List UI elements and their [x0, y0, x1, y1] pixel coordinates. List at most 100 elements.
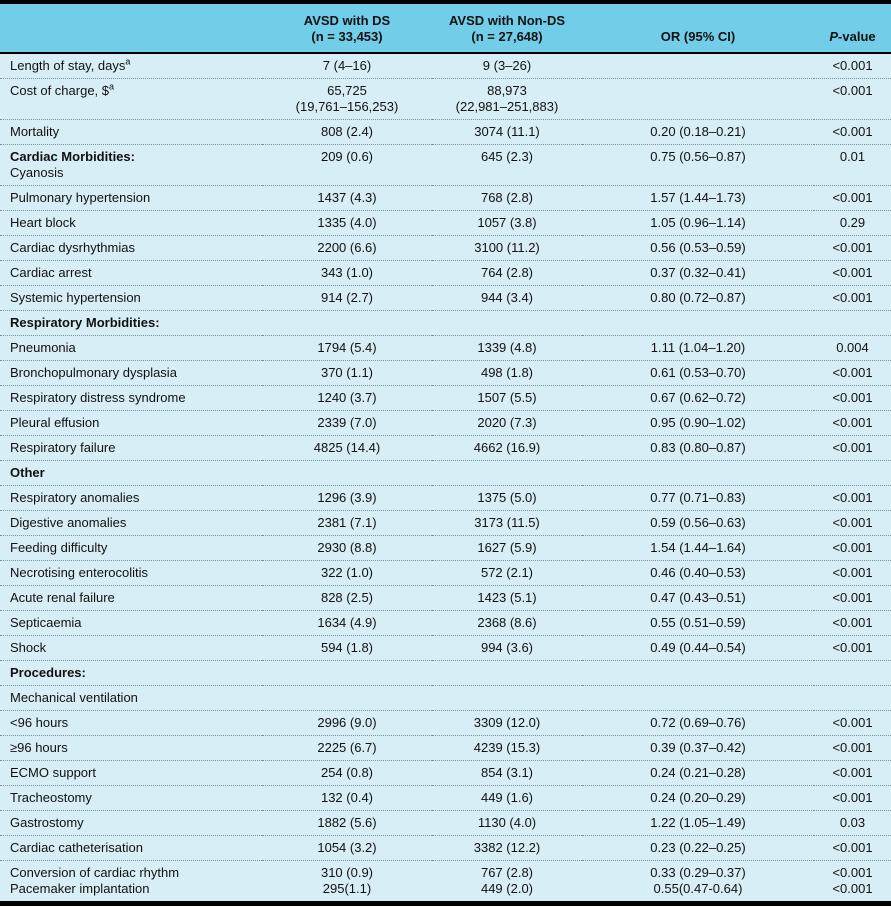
- cell-or-ci: 0.56 (0.53–0.59): [582, 235, 814, 261]
- cell-pvalue: <0.001: [814, 285, 891, 311]
- row-label-line: Tracheostomy: [10, 790, 92, 805]
- cell-or-ci: 0.39 (0.37–0.42): [582, 735, 814, 761]
- cell-or-ci: [582, 53, 814, 79]
- header-avsd-nonds-line1: AVSD with Non-DS: [448, 13, 566, 28]
- cell-pvalue: <0.001: [814, 585, 891, 611]
- row-label-line: ≥96 hours: [10, 740, 68, 755]
- cell-avsd-ds: 4825 (14.4): [262, 435, 432, 461]
- cell-or-ci: 0.37 (0.32–0.41): [582, 260, 814, 286]
- cell-avsd-nonds-line: 1507 (5.5): [477, 390, 537, 405]
- cell-or-ci-line: 0.61 (0.53–0.70): [650, 365, 746, 380]
- cell-pvalue: <0.001: [814, 53, 891, 79]
- cell-pvalue-line: <0.001: [832, 515, 873, 530]
- table-row: Acute renal failure 828 (2.5) 1423 (5.1) 0.…: [0, 585, 891, 611]
- cell-avsd-nonds-line: (22,981–251,883): [455, 99, 559, 114]
- table-row: Other: [0, 460, 891, 486]
- cell-avsd-nonds-line: 767 (2.8): [480, 865, 534, 880]
- row-label: Cardiac Morbidities: Cyanosis: [0, 144, 262, 186]
- cell-avsd-ds: [262, 685, 432, 711]
- table-row: Conversion of cardiac rhythm Pacemaker im…: [0, 860, 891, 901]
- cell-pvalue: <0.001: [814, 185, 891, 211]
- cell-avsd-ds: 65,725 (19,761–156,253): [262, 78, 432, 120]
- footnote-marker: a: [109, 81, 115, 92]
- row-label-line: Cardiac dysrhythmias: [10, 240, 135, 255]
- cell-pvalue: 0.004: [814, 335, 891, 361]
- cell-or-ci-line: 0.37 (0.32–0.41): [650, 265, 746, 280]
- cell-avsd-ds: 322 (1.0): [262, 560, 432, 586]
- cell-or-ci: [582, 460, 814, 486]
- cell-avsd-nonds: 1057 (3.8): [432, 210, 582, 236]
- cell-avsd-nonds: 944 (3.4): [432, 285, 582, 311]
- cell-avsd-nonds: 645 (2.3): [432, 144, 582, 186]
- cell-avsd-nonds: 4239 (15.3): [432, 735, 582, 761]
- cell-pvalue-line: <0.001: [832, 240, 873, 255]
- table-row: Digestive anomalies 2381 (7.1) 3173 (11.5)…: [0, 510, 891, 536]
- table-row: ECMO support 254 (0.8) 854 (3.1) 0.24 (0.21…: [0, 760, 891, 786]
- row-label: Pleural effusion: [0, 410, 262, 436]
- row-label-line: Mortality: [10, 124, 60, 139]
- cell-or-ci-line: 0.67 (0.62–0.72): [650, 390, 746, 405]
- cell-pvalue: <0.001 <0.001: [814, 860, 891, 901]
- cell-avsd-nonds: 994 (3.6): [432, 635, 582, 661]
- cell-avsd-ds: 1437 (4.3): [262, 185, 432, 211]
- table-row: Bronchopulmonary dysplasia 370 (1.1) 498 (…: [0, 360, 891, 386]
- cell-or-ci-line: 0.47 (0.43–0.51): [650, 590, 746, 605]
- table-row: Cardiac dysrhythmias 2200 (6.6) 3100 (11.2…: [0, 235, 891, 261]
- table-row: Shock 594 (1.8) 994 (3.6) 0.49 (0.44–0.54) <…: [0, 635, 891, 661]
- cell-or-ci-line: 0.72 (0.69–0.76): [650, 715, 746, 730]
- cell-avsd-ds-line: 2930 (8.8): [317, 540, 377, 555]
- cell-avsd-ds-line: 1240 (3.7): [317, 390, 377, 405]
- header-avsd-nonds: AVSD with Non-DS (n = 27,648): [432, 4, 582, 54]
- table-row: Procedures:: [0, 660, 891, 686]
- cell-pvalue: <0.001: [814, 560, 891, 586]
- cell-avsd-ds-line: 343 (1.0): [320, 265, 374, 280]
- cell-or-ci: 0.72 (0.69–0.76): [582, 710, 814, 736]
- cell-or-ci: 0.33 (0.29–0.37) 0.55(0.47-0.64): [582, 860, 814, 901]
- cell-avsd-ds: [262, 660, 432, 686]
- cell-or-ci-line: 0.24 (0.21–0.28): [650, 765, 746, 780]
- cell-or-ci: 0.61 (0.53–0.70): [582, 360, 814, 386]
- row-label-line: Pulmonary hypertension: [10, 190, 151, 205]
- cell-or-ci-line: 0.59 (0.56–0.63): [650, 515, 746, 530]
- table-row: Cardiac Morbidities: Cyanosis 209 (0.6) 645…: [0, 144, 891, 186]
- cell-or-ci: 0.77 (0.71–0.83): [582, 485, 814, 511]
- row-label: Pulmonary hypertension: [0, 185, 262, 211]
- cell-or-ci: 0.49 (0.44–0.54): [582, 635, 814, 661]
- table-row: Heart block 1335 (4.0) 1057 (3.8) 1.05 (0.9…: [0, 210, 891, 236]
- row-label-line: Systemic hypertension: [10, 290, 141, 305]
- cell-avsd-ds-line: 1794 (5.4): [317, 340, 377, 355]
- cell-avsd-ds-line: 132 (0.4): [320, 790, 374, 805]
- row-label: Length of stay, daysa: [0, 53, 262, 79]
- cell-or-ci-line: 1.11 (1.04–1.20): [650, 340, 746, 355]
- row-label: Feeding difficulty: [0, 535, 262, 561]
- row-label-line: Respiratory failure: [10, 440, 116, 455]
- cell-pvalue-line: <0.001: [832, 390, 873, 405]
- cell-pvalue-line: <0.001: [832, 790, 873, 805]
- row-label-line: Septicaemia: [10, 615, 82, 630]
- cell-avsd-ds-line: 65,725: [327, 83, 367, 98]
- cell-avsd-nonds-line: 449 (1.6): [480, 790, 534, 805]
- cell-pvalue: <0.001: [814, 385, 891, 411]
- cell-avsd-ds-line: 1634 (4.9): [317, 615, 377, 630]
- header-avsd-ds-line1: AVSD with DS: [303, 13, 391, 28]
- cell-pvalue: 0.01: [814, 144, 891, 186]
- cell-or-ci-line: 0.55 (0.51–0.59): [650, 615, 746, 630]
- cell-pvalue-line: 0.004: [836, 340, 869, 355]
- cell-avsd-ds-line: 295(1.1): [322, 881, 372, 896]
- table-row: Systemic hypertension 914 (2.7) 944 (3.4) 0…: [0, 285, 891, 311]
- cell-pvalue-line: <0.001: [832, 265, 873, 280]
- cell-or-ci: [582, 660, 814, 686]
- cell-pvalue: <0.001: [814, 535, 891, 561]
- cell-or-ci-line: 0.23 (0.22–0.25): [650, 840, 746, 855]
- cell-avsd-ds-line: 1054 (3.2): [317, 840, 377, 855]
- header-or-ci-label: OR (95% CI): [660, 29, 736, 44]
- cell-avsd-ds-line: 4825 (14.4): [313, 440, 381, 455]
- cell-avsd-ds: 2930 (8.8): [262, 535, 432, 561]
- row-label-line: Feeding difficulty: [10, 540, 108, 555]
- cell-pvalue: <0.001: [814, 610, 891, 636]
- cell-pvalue-line: <0.001: [832, 840, 873, 855]
- cell-avsd-ds-line: 7 (4–16): [322, 58, 372, 73]
- row-label-line: Acute renal failure: [10, 590, 115, 605]
- cell-pvalue-line: <0.001: [832, 290, 873, 305]
- cell-avsd-ds-line: 2200 (6.6): [317, 240, 377, 255]
